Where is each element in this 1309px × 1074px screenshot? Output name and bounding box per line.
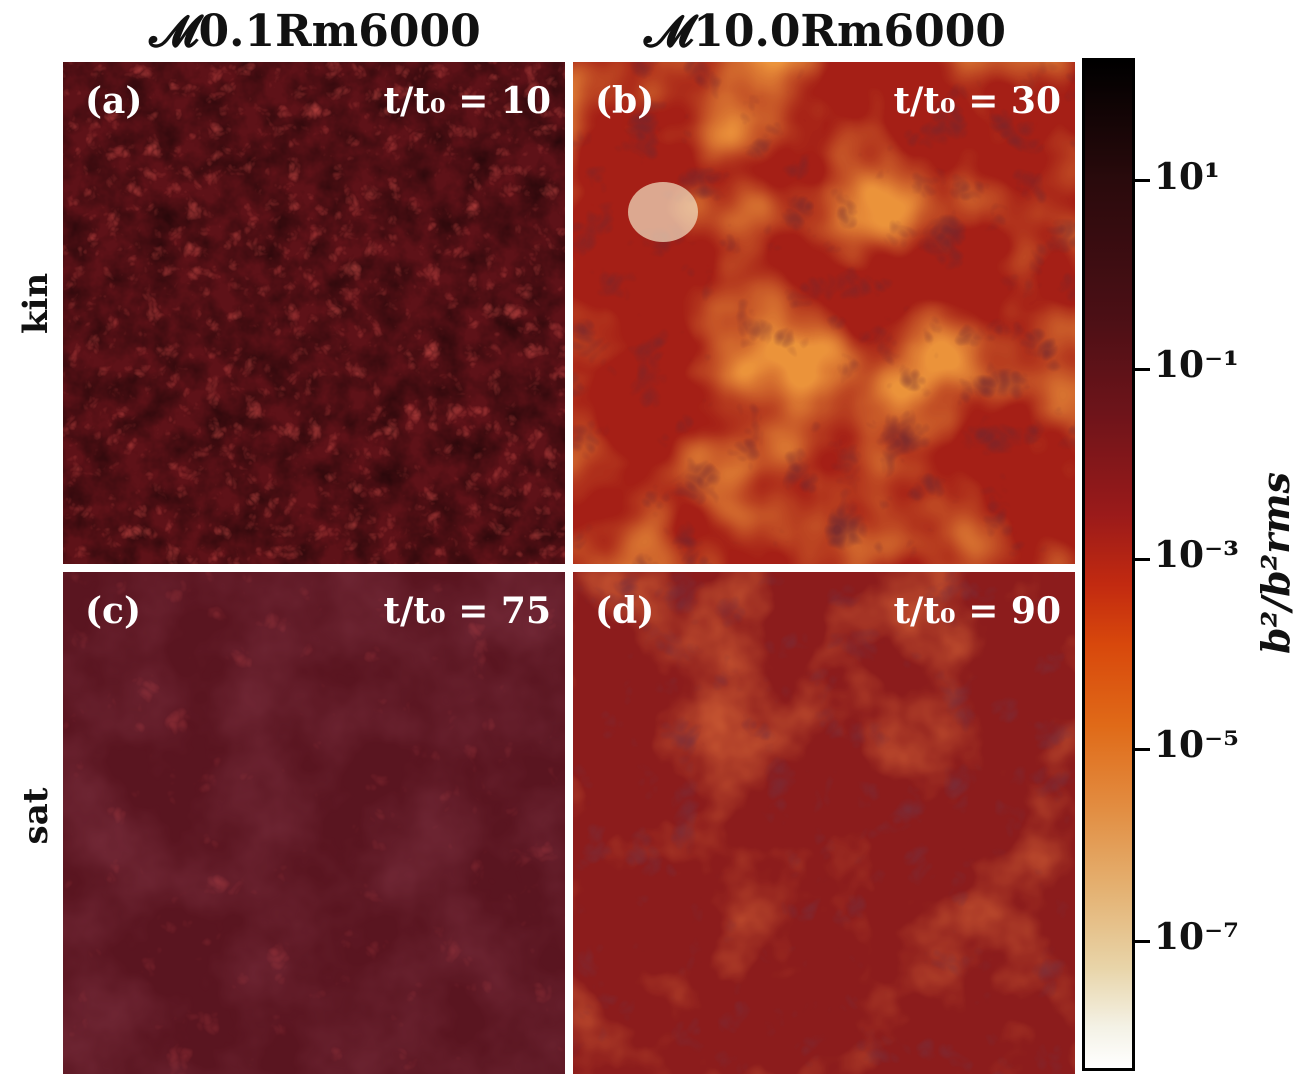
panel-c-letter: (c): [85, 590, 141, 632]
colorbar-tick-label: 10¹: [1154, 156, 1220, 198]
colorbar-tick: [1132, 940, 1150, 943]
panel-c-field: [63, 572, 565, 1074]
panel-b-time: t/t₀ = 30: [893, 80, 1061, 122]
panel-b-field: [573, 62, 1075, 564]
panel-d-time: t/t₀ = 90: [893, 590, 1061, 632]
colorbar-label: b²/b²rms: [1253, 472, 1298, 654]
row-label-kin: kin: [16, 272, 56, 334]
colorbar: [1082, 58, 1135, 1071]
panel-c-image: (c) t/t₀ = 75: [63, 572, 565, 1074]
row-label-sat: sat: [16, 787, 56, 845]
colorbar-tick-label: 10⁻⁷: [1154, 916, 1239, 958]
colorbar-tick: [1132, 558, 1150, 561]
colorbar-tick: [1132, 368, 1150, 371]
colorbar-tick: [1132, 748, 1150, 751]
panel-a-time: t/t₀ = 10: [383, 80, 551, 122]
colorbar-tick-label: 10⁻³: [1154, 534, 1239, 576]
panel-b-image: (b) t/t₀ = 30: [573, 62, 1075, 564]
panel-a-letter: (a): [85, 80, 143, 122]
panel-b-letter: (b): [595, 80, 655, 122]
panel-d-letter: (d): [595, 590, 655, 632]
colorbar-tick-label: 10⁻¹: [1154, 344, 1239, 386]
colorbar-tick: [1132, 179, 1150, 182]
column-title-left: 𝓜0.1Rm6000: [149, 6, 481, 57]
column-title-right: 𝓜10.0Rm6000: [643, 6, 1007, 57]
colorbar-tick-label: 10⁻⁵: [1154, 724, 1239, 766]
panel-c-time: t/t₀ = 75: [383, 590, 551, 632]
panel-d-image: (d) t/t₀ = 90: [573, 572, 1075, 1074]
panel-a-image: (a) t/t₀ = 10: [63, 62, 565, 564]
panel-a-field: [63, 62, 565, 564]
panel-d-field: [573, 572, 1075, 1074]
